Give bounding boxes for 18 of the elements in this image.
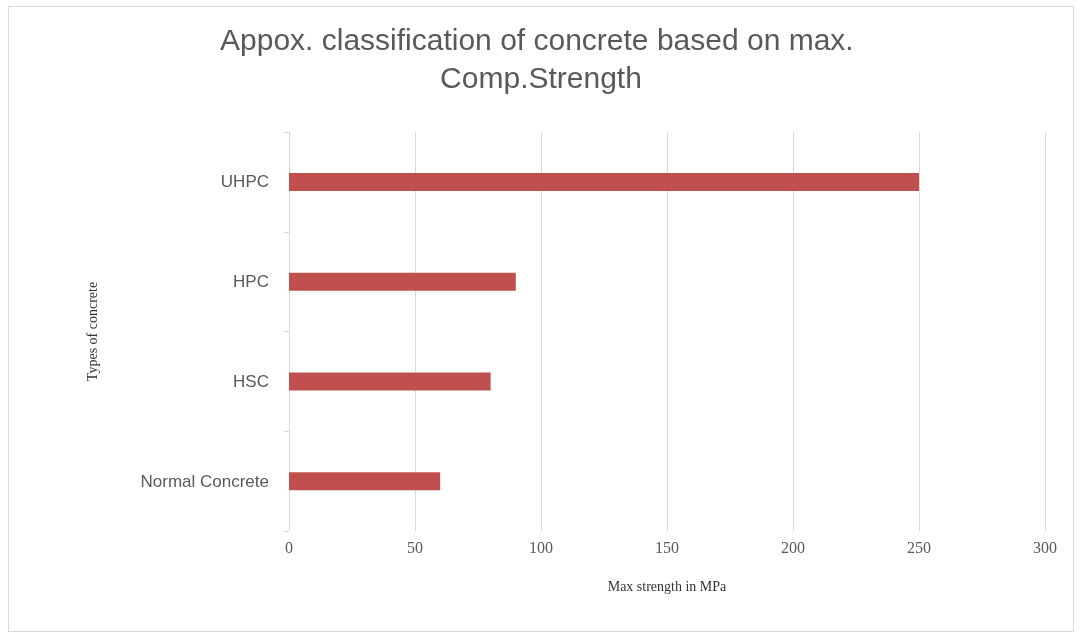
x-tick-label: 300 [1033, 538, 1057, 556]
y-tick-label: UHPC [220, 172, 269, 192]
x-tick-label: 250 [907, 538, 931, 556]
y-tick-label: HPC [233, 272, 269, 292]
y-tick-label: Normal Concrete [140, 471, 269, 491]
x-tick-label: 0 [285, 538, 293, 556]
x-tick-label: 150 [655, 538, 679, 556]
x-axis-title: Max strength in MPa [607, 578, 728, 594]
bar [289, 372, 491, 391]
x-tick-label: 50 [407, 538, 423, 556]
y-axis-title: Types of concrete [84, 281, 100, 382]
chart-title: Appox. classification of concrete based on max. Comp.Strength [219, 22, 863, 94]
x-tick-label: 100 [529, 538, 553, 556]
bar [289, 472, 441, 491]
bar [289, 172, 919, 191]
y-tick-label: HSC [233, 371, 269, 391]
x-tick-label: 200 [781, 538, 805, 556]
bar [289, 272, 516, 291]
